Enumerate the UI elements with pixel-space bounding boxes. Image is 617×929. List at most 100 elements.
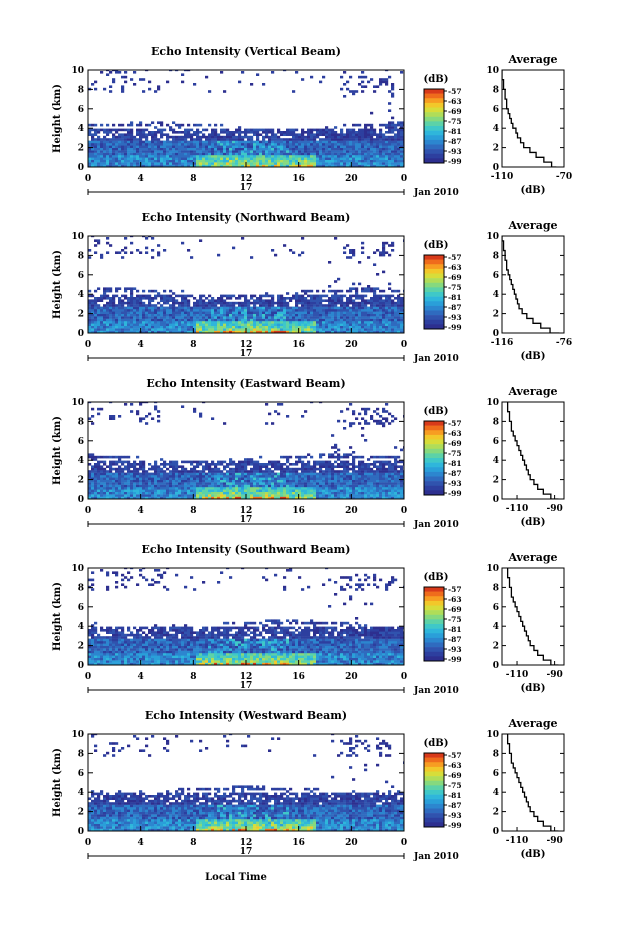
colorbar-tick-label: -81 <box>448 127 462 136</box>
y-tick-label: 6 <box>78 769 84 779</box>
avg-x-tick-label: -110 <box>506 836 529 846</box>
avg-y-tick-label: 0 <box>493 329 499 339</box>
avg-y-tick-label: 2 <box>493 642 499 652</box>
colorbar-tick-label: -87 <box>448 303 462 312</box>
colorbar-step <box>424 130 444 136</box>
colorbar-tick-label: -69 <box>448 107 462 116</box>
x-tick-label: 4 <box>138 174 144 184</box>
colorbar-tick-label: -87 <box>448 137 462 146</box>
x-tick-label: 16 <box>292 174 305 184</box>
colorbar-tick-label: -93 <box>448 479 462 488</box>
day-label: 17 <box>240 183 253 193</box>
avg-y-tick-label: 6 <box>493 271 499 281</box>
colorbar-tick-label: -75 <box>448 283 462 292</box>
colorbar-tick-label: -93 <box>448 147 462 156</box>
x-tick-label: 0 <box>85 340 91 350</box>
colorbar-step <box>424 462 444 468</box>
avg-y-tick-label: 6 <box>493 769 499 779</box>
date-label: Jan 2010 <box>413 520 459 530</box>
x-tick-label: 20 <box>345 340 358 350</box>
average-title: Average <box>507 53 557 66</box>
y-tick-label: 2 <box>78 310 84 320</box>
colorbar-step <box>424 259 444 265</box>
average-frame <box>501 567 565 666</box>
x-tick-label: 4 <box>138 838 144 848</box>
colorbar-tick-label: -75 <box>448 615 462 624</box>
avg-x-tick-label: -90 <box>546 504 562 514</box>
colorbar-frame <box>423 586 445 662</box>
colorbar-tick-label: -93 <box>448 645 462 654</box>
avg-x-label: (dB) <box>521 185 546 196</box>
y-tick-label: 2 <box>78 144 84 154</box>
colorbar-tick-label: -69 <box>448 771 462 780</box>
heatmap <box>88 402 404 499</box>
colorbar-step <box>424 642 444 648</box>
colorbar-step <box>424 813 444 819</box>
avg-y-tick-label: 4 <box>493 124 499 134</box>
panel-title: Echo Intensity (Eastward Beam) <box>146 377 345 390</box>
y-axis-label: Height (km) <box>52 582 63 651</box>
x-tick-label: 4 <box>138 506 144 516</box>
y-axis-label: Height (km) <box>52 84 63 153</box>
colorbar-step <box>424 107 444 113</box>
average-frame <box>501 235 565 334</box>
x-tick-label: 0 <box>401 672 407 682</box>
colorbar-tick-label: -99 <box>448 323 462 332</box>
colorbar-step <box>424 614 444 620</box>
colorbar-step <box>424 144 444 150</box>
colorbar-step <box>424 780 444 786</box>
y-tick-label: 6 <box>78 603 84 613</box>
x-tick-label: 4 <box>138 340 144 350</box>
x-tick-label: 8 <box>190 340 196 350</box>
colorbar-step <box>424 268 444 274</box>
colorbar-tick-label: -63 <box>448 595 462 604</box>
colorbar-step <box>424 476 444 482</box>
x-tick-label: 20 <box>345 838 358 848</box>
heatmap <box>88 70 404 167</box>
y-tick-label: 6 <box>78 105 84 115</box>
avg-x-tick-label: -76 <box>556 338 572 348</box>
avg-x-tick-label: -110 <box>506 504 529 514</box>
colorbar-step <box>424 808 444 814</box>
colorbar-step <box>424 89 444 94</box>
colorbar-step <box>424 135 444 141</box>
colorbar-step <box>424 776 444 782</box>
colorbar-step <box>424 282 444 288</box>
y-tick-label: 8 <box>78 583 84 593</box>
panel-2: Echo Intensity (Eastward Beam) 0 2 4 6 8 10 Hei… <box>52 377 565 530</box>
colorbar-step <box>424 647 444 653</box>
x-tick-label: 0 <box>401 340 407 350</box>
avg-y-tick-label: 0 <box>493 827 499 837</box>
avg-x-tick-label: -90 <box>546 670 562 680</box>
y-tick-label: 0 <box>78 827 84 837</box>
x-tick-label: 20 <box>345 672 358 682</box>
colorbar-step <box>424 301 444 307</box>
avg-y-tick-label: 0 <box>493 495 499 505</box>
avg-y-tick-label: 0 <box>493 163 499 173</box>
colorbar-step <box>424 799 444 805</box>
colorbar-step <box>424 324 444 330</box>
x-tick-label: 20 <box>345 506 358 516</box>
heatmap <box>88 568 404 665</box>
x-tick-label: 0 <box>85 838 91 848</box>
colorbar-tick-label: -57 <box>448 419 462 428</box>
y-axis-label: Height (km) <box>52 416 63 485</box>
x-tick-label: 0 <box>85 672 91 682</box>
panel-4: Echo Intensity (Westward Beam) 0 2 4 6 8 10 Hei… <box>52 709 565 862</box>
x-tick-label: 12 <box>240 340 253 350</box>
colorbar-step <box>424 98 444 104</box>
y-tick-label: 4 <box>78 290 84 300</box>
colorbar-step <box>424 116 444 122</box>
panel-title: Echo Intensity (Southward Beam) <box>142 543 351 556</box>
x-tick-label: 12 <box>240 672 253 682</box>
avg-y-tick-label: 4 <box>493 456 499 466</box>
y-tick-label: 4 <box>78 124 84 134</box>
colorbar-tick-label: -57 <box>448 751 462 760</box>
avg-y-tick-label: 2 <box>493 808 499 818</box>
avg-y-tick-label: 10 <box>486 398 499 408</box>
colorbar-step <box>424 467 444 473</box>
colorbar-step <box>424 434 444 440</box>
colorbar-step <box>424 651 444 657</box>
x-tick-label: 0 <box>401 174 407 184</box>
colorbar-step <box>424 319 444 325</box>
